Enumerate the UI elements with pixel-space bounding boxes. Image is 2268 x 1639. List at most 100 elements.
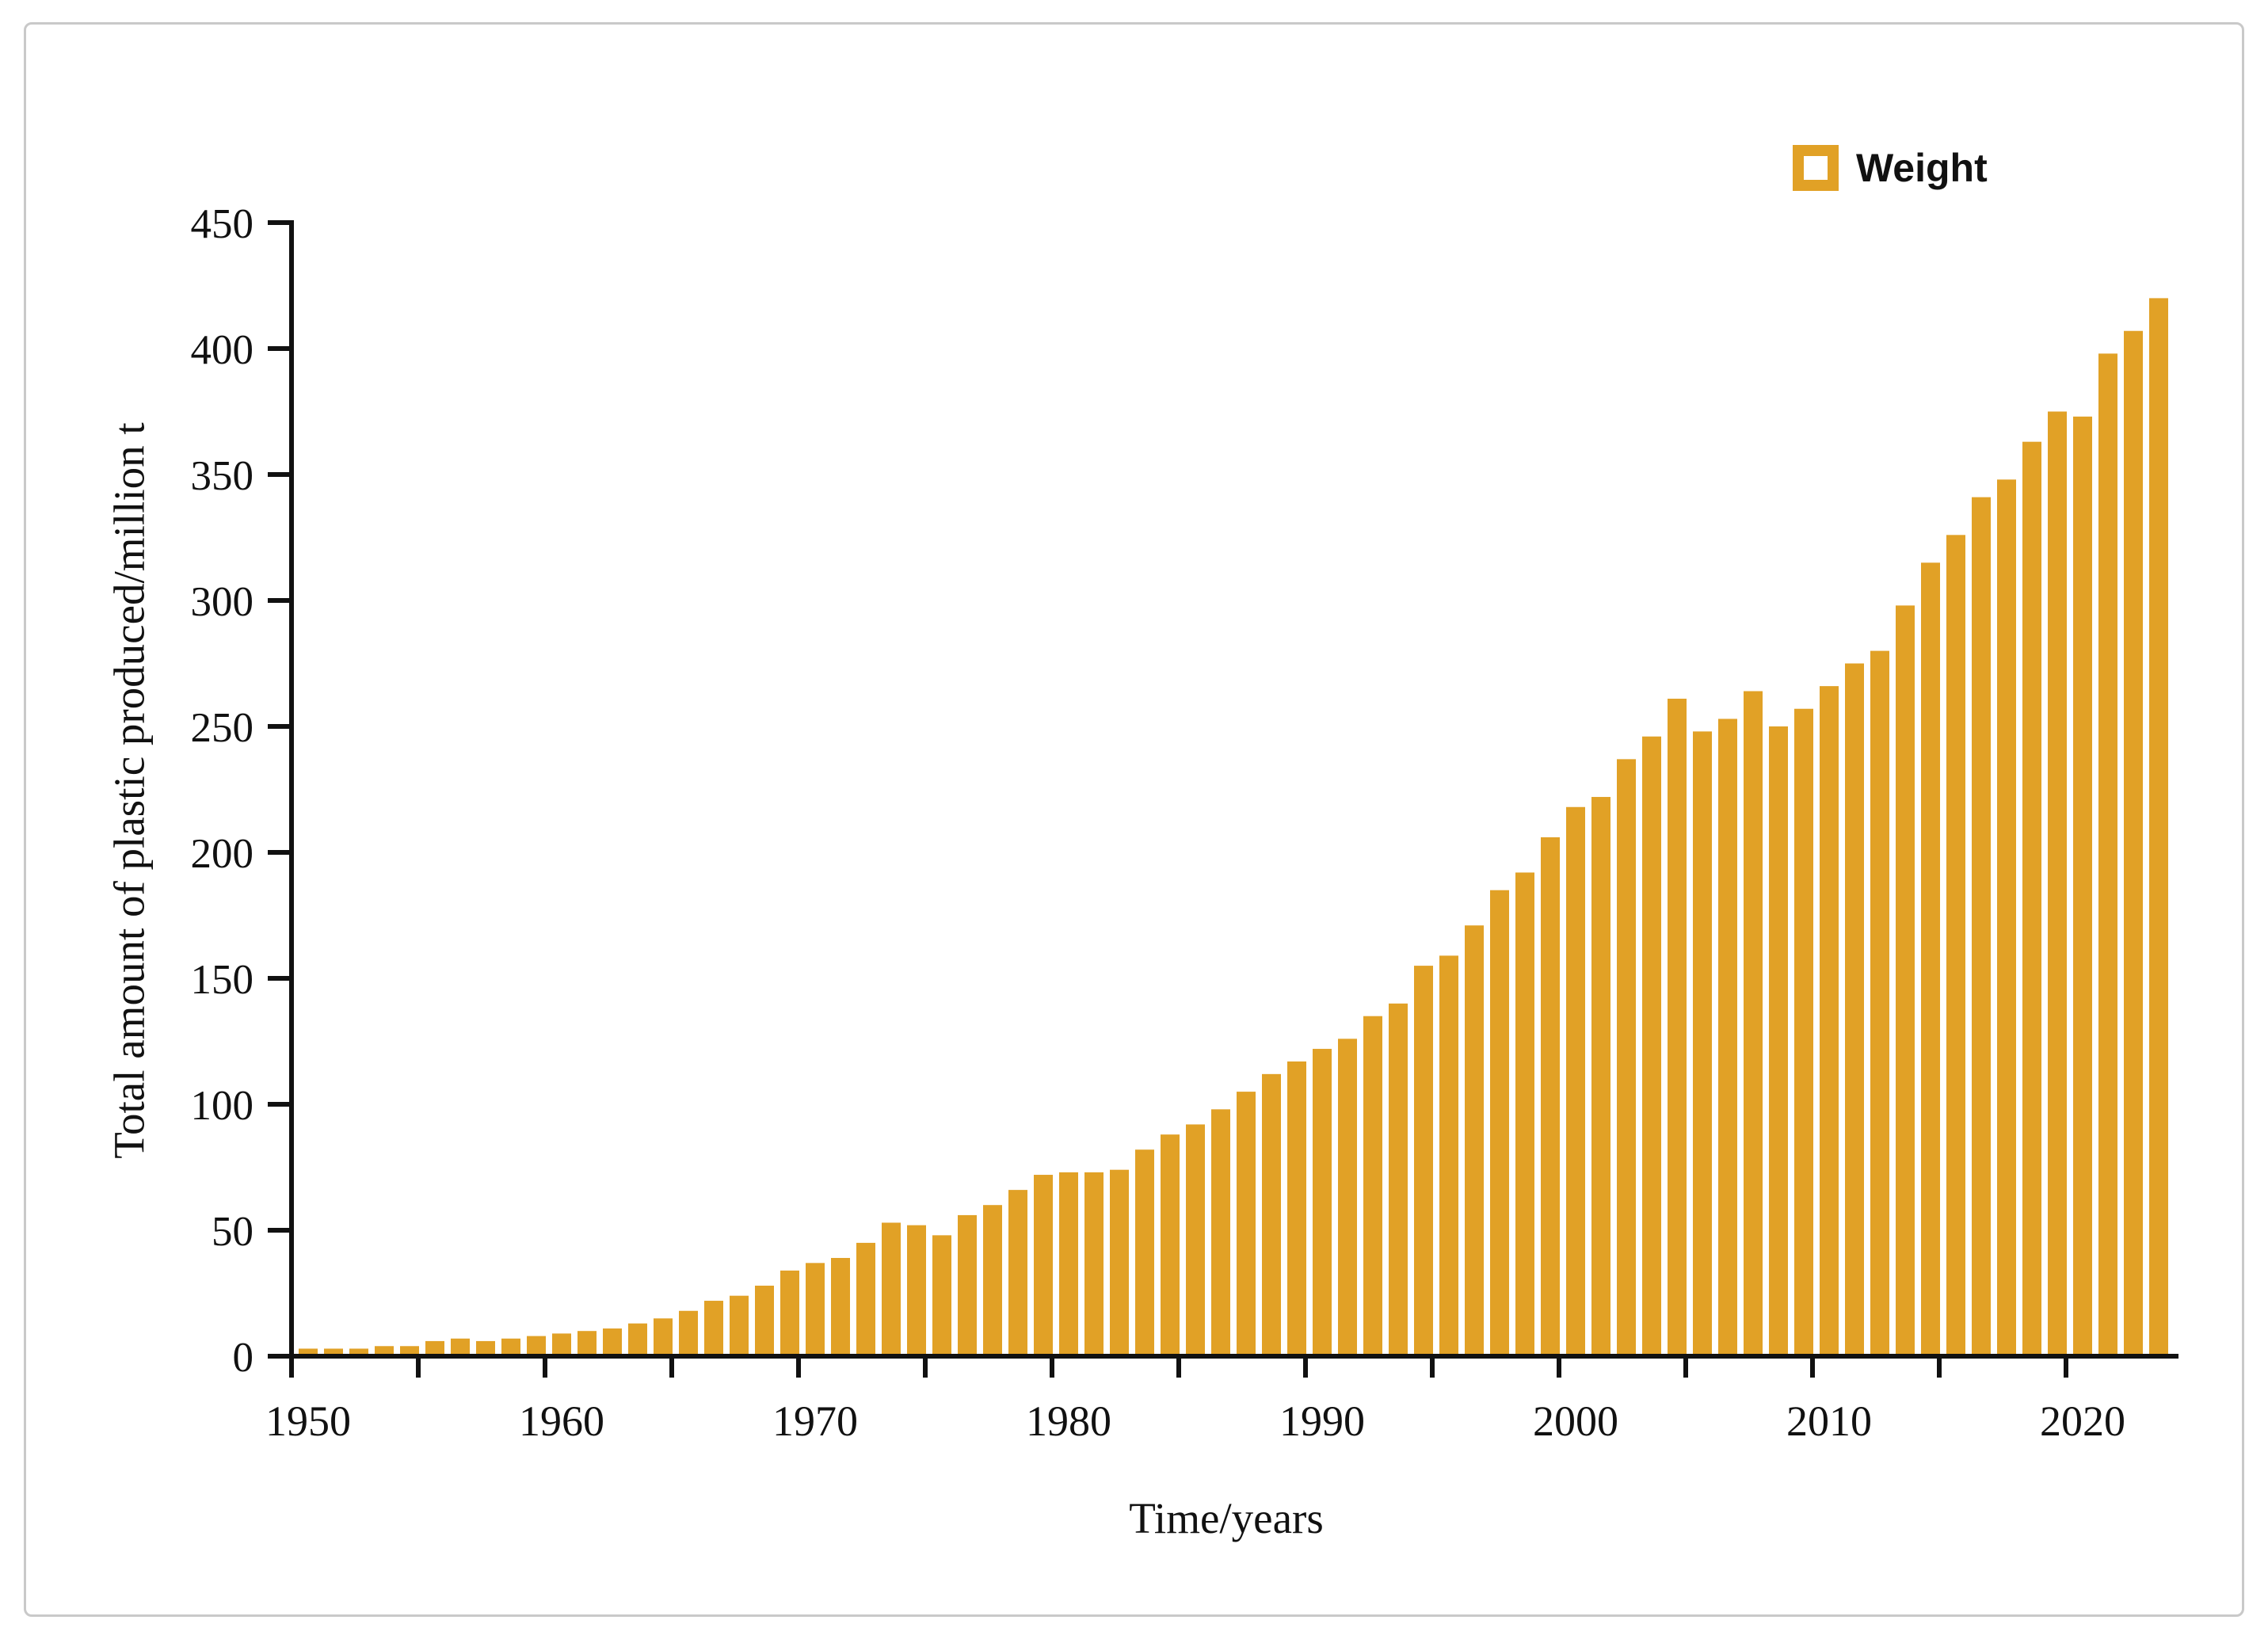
x-tick-1950 (289, 1359, 294, 1378)
legend-label: Weight (1856, 146, 1988, 190)
y-tick-label-250: 250 (191, 705, 254, 751)
bar-2002 (1617, 759, 1636, 1356)
x-tick-2000 (1557, 1359, 1561, 1378)
bar-1979 (1034, 1175, 1053, 1356)
bar-1985 (1186, 1124, 1205, 1356)
bar-2008 (1769, 726, 1788, 1356)
bar-1997 (1490, 890, 1509, 1356)
bar-2011 (1845, 663, 1864, 1356)
bar-1970 (806, 1263, 825, 1356)
bar-1996 (1465, 925, 1484, 1356)
bar-2017 (1997, 479, 2016, 1356)
bar-1988 (1262, 1073, 1281, 1356)
bar-1955 (425, 1340, 444, 1356)
bar-2013 (1896, 605, 1915, 1356)
bar-2004 (1668, 699, 1687, 1356)
y-tick-200 (268, 850, 292, 855)
bar-1960 (552, 1333, 571, 1356)
bar-1999 (1541, 837, 1560, 1356)
bar-1961 (577, 1331, 597, 1356)
bar-1964 (654, 1318, 673, 1356)
bar-1965 (679, 1310, 698, 1356)
y-tick-label-100: 100 (191, 1083, 254, 1129)
bar-1980 (1059, 1172, 1078, 1356)
bar-1952 (349, 1348, 368, 1356)
x-tick-1975 (923, 1359, 928, 1378)
bar-2000 (1566, 806, 1585, 1356)
y-axis-line (289, 220, 294, 1359)
bar-1967 (730, 1295, 749, 1356)
bar-2023 (2149, 298, 2168, 1356)
x-tick-label-2010: 2010 (1786, 1397, 1872, 1445)
bar-1982 (1110, 1169, 1129, 1356)
y-tick-label-150: 150 (191, 957, 254, 1003)
y-tick-label-200: 200 (191, 831, 254, 877)
bar-1972 (856, 1242, 875, 1356)
y-tick-label-50: 50 (212, 1209, 253, 1255)
bar-2021 (2098, 353, 2117, 1356)
bar-2014 (1921, 562, 1940, 1356)
bar-1968 (755, 1285, 774, 1356)
bar-1958 (501, 1338, 520, 1356)
bar-1998 (1515, 872, 1534, 1356)
y-tick-250 (268, 724, 292, 729)
bar-2003 (1642, 736, 1661, 1356)
x-tick-label-1950: 1950 (265, 1397, 351, 1445)
bar-1974 (907, 1225, 926, 1356)
x-tick-label-1960: 1960 (519, 1397, 604, 1445)
bar-1954 (400, 1346, 419, 1356)
bar-1962 (603, 1328, 622, 1356)
x-tick-label-1970: 1970 (772, 1397, 858, 1445)
x-tick-2005 (1683, 1359, 1688, 1378)
bar-2005 (1693, 731, 1712, 1356)
y-tick-350 (268, 472, 292, 477)
bar-2020 (2073, 416, 2092, 1356)
y-axis-title: Total amount of plastic produced/million… (105, 422, 154, 1159)
x-tick-2015 (1937, 1359, 1942, 1378)
bar-1971 (831, 1257, 850, 1356)
bar-2001 (1591, 797, 1610, 1356)
x-tick-1995 (1430, 1359, 1435, 1378)
y-tick-400 (268, 346, 292, 351)
bar-1981 (1084, 1172, 1104, 1356)
bar-1966 (704, 1301, 723, 1356)
bar-2018 (2022, 441, 2041, 1357)
x-tick-1965 (669, 1359, 674, 1378)
x-tick-1990 (1303, 1359, 1308, 1378)
bar-1989 (1287, 1061, 1306, 1356)
y-tick-50 (268, 1228, 292, 1233)
bar-2019 (2048, 411, 2067, 1356)
bar-1969 (780, 1270, 799, 1356)
bar-1993 (1389, 1003, 1408, 1356)
bar-1951 (324, 1348, 343, 1356)
bar-2012 (1870, 650, 1889, 1356)
y-tick-label-300: 300 (191, 579, 254, 625)
y-tick-100 (268, 1102, 292, 1107)
bar-1986 (1211, 1109, 1230, 1356)
bar-1957 (476, 1340, 495, 1356)
legend: Weight (1793, 145, 1988, 191)
bar-1978 (1008, 1190, 1027, 1356)
x-axis-line (272, 1354, 2178, 1359)
x-tick-1955 (416, 1359, 421, 1378)
bar-2007 (1744, 691, 1763, 1356)
bar-1963 (628, 1323, 647, 1356)
bar-1987 (1237, 1092, 1256, 1356)
y-tick-label-350: 350 (191, 453, 254, 499)
x-tick-2010 (1810, 1359, 1815, 1378)
bar-1984 (1161, 1134, 1180, 1356)
bar-1959 (527, 1336, 546, 1356)
bar-1994 (1414, 966, 1433, 1356)
y-tick-150 (268, 976, 292, 981)
bar-2016 (1972, 497, 1991, 1356)
bar-1983 (1135, 1149, 1154, 1356)
y-tick-300 (268, 598, 292, 603)
bar-1950 (299, 1348, 318, 1356)
bar-1953 (375, 1346, 394, 1356)
x-axis-title: Time/years (1129, 1494, 1324, 1542)
bar-1992 (1363, 1016, 1382, 1356)
y-tick-label-0: 0 (233, 1335, 254, 1381)
x-tick-1985 (1176, 1359, 1181, 1378)
bar-1995 (1439, 955, 1458, 1356)
